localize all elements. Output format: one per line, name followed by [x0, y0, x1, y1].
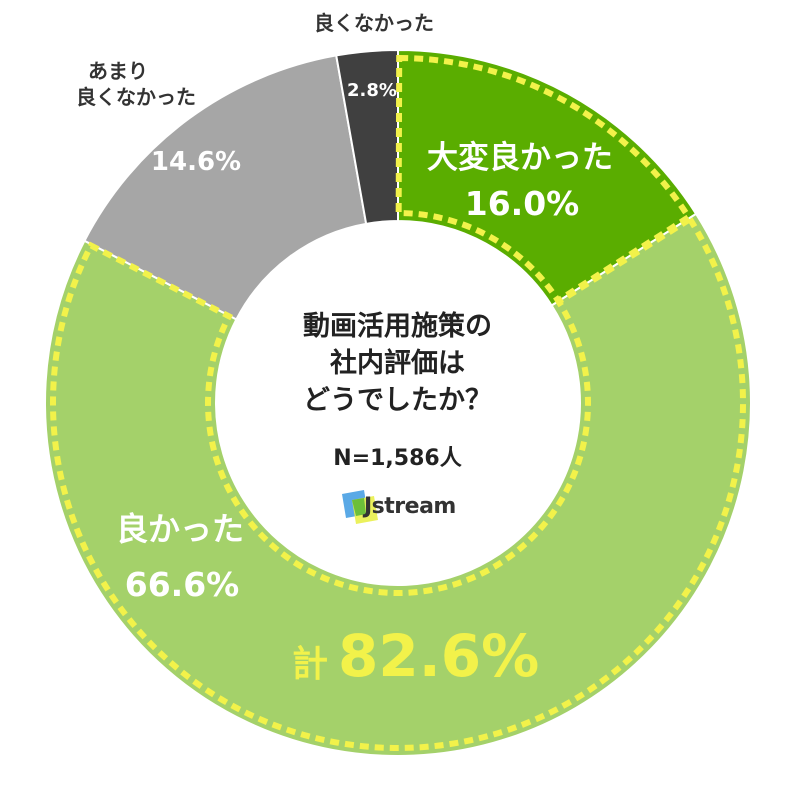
slice-1-value: 16.0% — [465, 184, 580, 223]
total-prefix: 計 — [292, 644, 328, 685]
jstream-logo-mark-icon — [342, 490, 378, 524]
slice-3-label-line-2: 良くなかった — [76, 85, 196, 109]
slice-1 — [397, 48, 698, 307]
center-title: 動画活用施策の 社内評価は どうでしたか？ — [0, 308, 795, 419]
total-value: 82.6% — [338, 622, 539, 690]
slice-4 — [335, 48, 399, 225]
slice-3-label-line-1: あまり — [88, 59, 148, 83]
jstream-logo-text: Jstream — [364, 494, 456, 519]
slice-2 — [44, 212, 752, 757]
center-title-line-3: どうでしたか？ — [303, 385, 492, 416]
highlight-outline-2 — [50, 215, 746, 751]
labels-group: 大変良かった16.0%良かった66.6%あまり良くなかった14.6%良くなかった… — [76, 11, 613, 690]
slice-2-label: 良かった — [116, 510, 244, 548]
center-title-line-2: 社内評価は — [330, 348, 465, 379]
slice-4-label: 良くなかった — [314, 11, 434, 35]
highlight-outline-group — [50, 54, 746, 751]
jstream-logo: Jstream — [338, 488, 468, 528]
slice-1-label: 大変良かった — [427, 140, 613, 176]
slice-3 — [83, 54, 368, 321]
sample-size: N=1,586人 — [333, 446, 462, 471]
slice-2-value: 66.6% — [125, 565, 240, 604]
center-title-line-1: 動画活用施策の — [303, 311, 492, 342]
slices-group — [44, 48, 752, 757]
slice-3-value: 14.6% — [151, 147, 241, 177]
slice-4-value: 2.8% — [347, 80, 397, 101]
